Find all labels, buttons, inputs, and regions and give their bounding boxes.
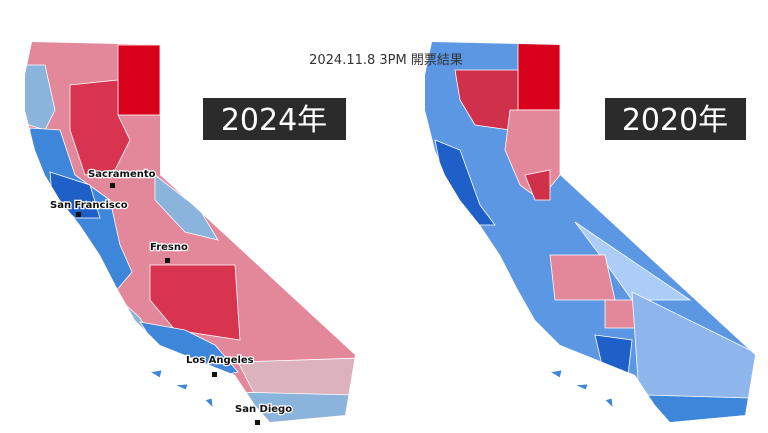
city-marker — [255, 420, 260, 425]
year-badge — [203, 98, 346, 140]
region — [25, 64, 56, 131]
city-marker — [110, 183, 115, 188]
region — [149, 264, 241, 341]
region — [517, 42, 561, 111]
island — [604, 397, 614, 410]
city-label: San Francisco — [50, 200, 128, 211]
year-badge — [605, 98, 746, 140]
island — [174, 383, 189, 391]
region — [69, 79, 131, 176]
island — [574, 383, 589, 391]
year-label: 2024年 — [221, 103, 327, 138]
island — [548, 369, 563, 379]
region — [117, 44, 161, 116]
region — [237, 357, 355, 396]
island — [148, 369, 163, 379]
year-label: 2020年 — [622, 103, 728, 138]
city-label: San Diego — [235, 404, 292, 415]
region — [524, 169, 551, 201]
city-marker — [76, 212, 81, 217]
region — [594, 334, 633, 379]
city-label: Fresno — [150, 242, 188, 253]
city-label: Los Angeles — [186, 355, 254, 366]
city-marker — [212, 372, 217, 377]
island — [204, 397, 214, 410]
region — [644, 394, 751, 422]
title: 2024.11.8 3PM 開票結果 — [309, 53, 463, 68]
city-marker — [165, 258, 170, 263]
city-label: Sacramento — [88, 169, 156, 180]
region — [549, 254, 616, 301]
